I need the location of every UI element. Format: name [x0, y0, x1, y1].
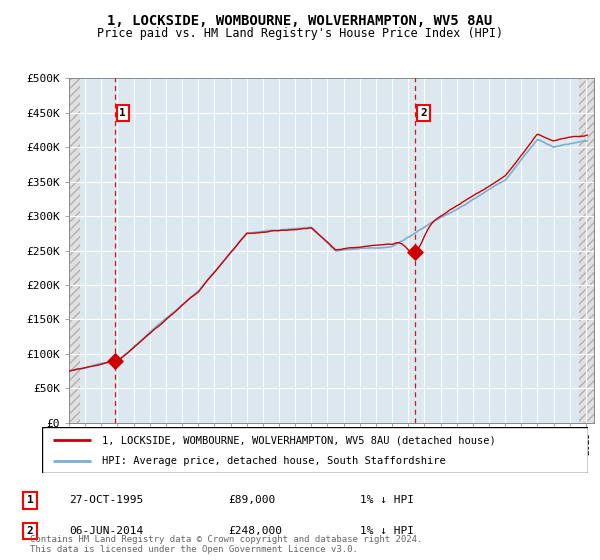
Text: 27-OCT-1995: 27-OCT-1995: [69, 496, 143, 505]
Point: [110, 357, 119, 366]
Text: £89,000: £89,000: [228, 496, 275, 505]
Text: 1% ↓ HPI: 1% ↓ HPI: [360, 526, 414, 536]
Text: 06-JUN-2014: 06-JUN-2014: [69, 526, 143, 536]
Text: 1% ↓ HPI: 1% ↓ HPI: [360, 496, 414, 505]
Text: 1, LOCKSIDE, WOMBOURNE, WOLVERHAMPTON, WV5 8AU (detached house): 1, LOCKSIDE, WOMBOURNE, WOLVERHAMPTON, W…: [102, 435, 496, 445]
Text: 1, LOCKSIDE, WOMBOURNE, WOLVERHAMPTON, WV5 8AU: 1, LOCKSIDE, WOMBOURNE, WOLVERHAMPTON, W…: [107, 14, 493, 28]
Text: Price paid vs. HM Land Registry's House Price Index (HPI): Price paid vs. HM Land Registry's House …: [97, 27, 503, 40]
Point: [410, 248, 420, 256]
Text: Contains HM Land Registry data © Crown copyright and database right 2024.
This d: Contains HM Land Registry data © Crown c…: [30, 535, 422, 554]
Text: HPI: Average price, detached house, South Staffordshire: HPI: Average price, detached house, Sout…: [102, 456, 446, 466]
Text: 1: 1: [26, 496, 34, 505]
Text: 2: 2: [26, 526, 34, 536]
Text: £248,000: £248,000: [228, 526, 282, 536]
Text: 1: 1: [119, 108, 126, 118]
Text: 2: 2: [420, 108, 427, 118]
